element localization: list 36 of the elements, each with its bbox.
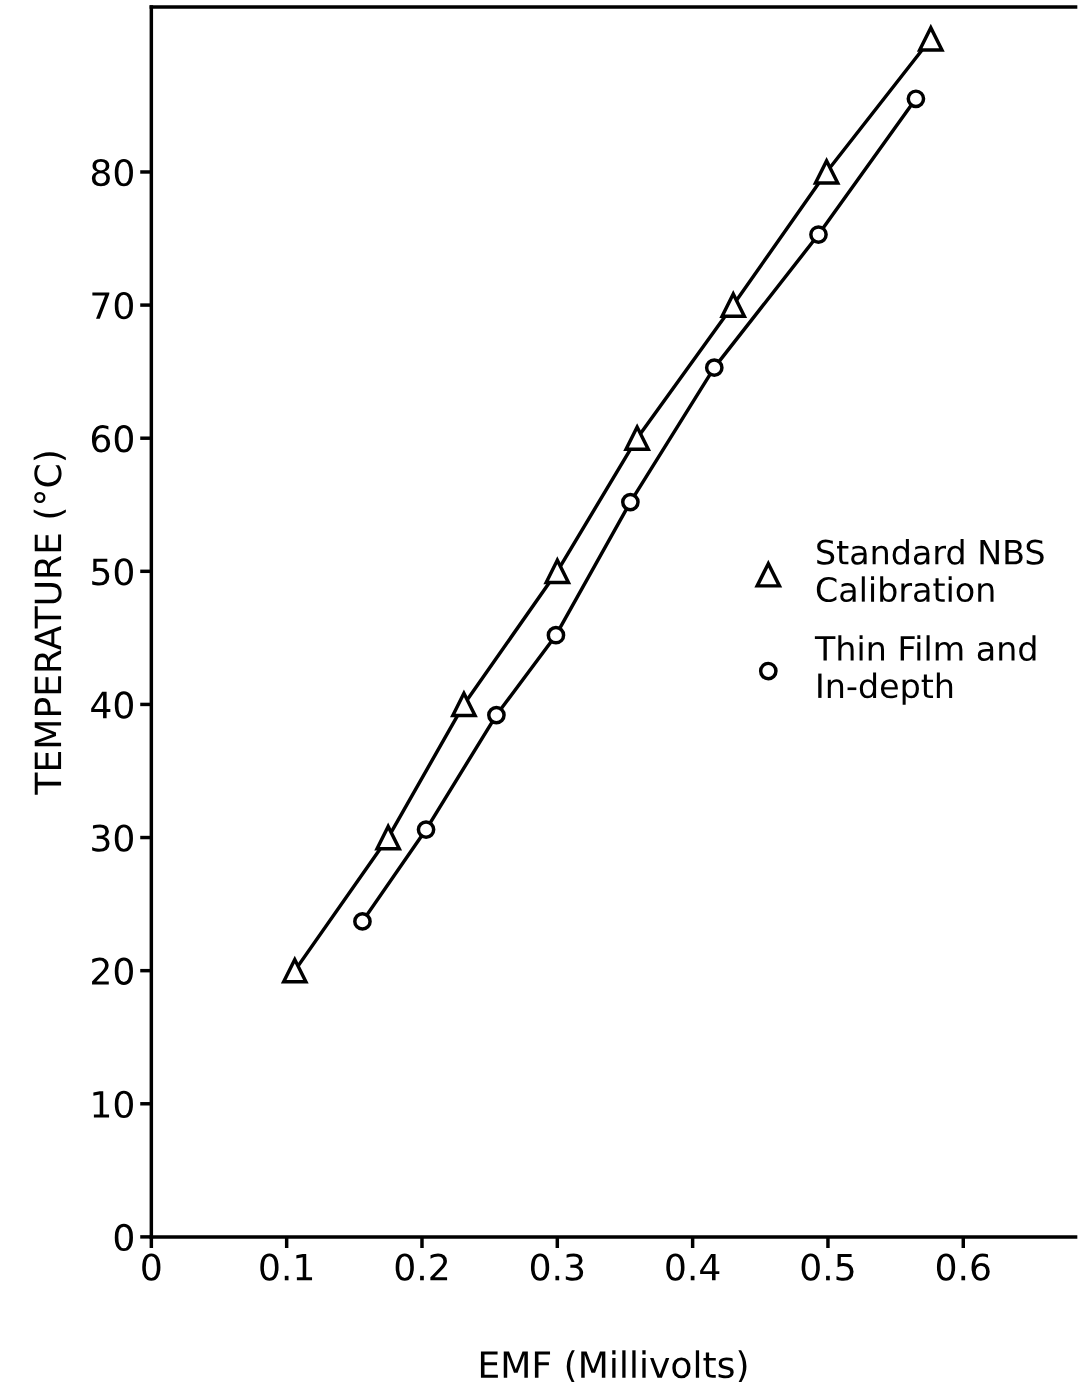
x-axis-title: EMF (Millivolts) [480, 1350, 747, 1382]
y-tick-label: 60 [91, 425, 133, 453]
point [544, 558, 571, 585]
y-tick-label: 10 [93, 1090, 133, 1119]
y-tick-label: 70 [92, 292, 133, 320]
point [353, 912, 372, 931]
y-tick-label: 50 [92, 558, 133, 586]
point [374, 822, 402, 851]
point [809, 225, 828, 244]
y-tick-label: 30 [92, 824, 133, 852]
point [621, 492, 640, 512]
point [813, 159, 840, 185]
point [917, 26, 944, 52]
x-tick-label: 0.5 [801, 1253, 854, 1281]
x-tick-label: 0.1 [260, 1253, 313, 1281]
point [450, 689, 478, 718]
x-tick-label: 0.4 [666, 1253, 720, 1281]
legend-label: Standard NBS Calibration [816, 538, 1044, 603]
point [720, 292, 747, 318]
y-tick-label: 20 [92, 957, 133, 985]
x-tick-label: 0 [142, 1253, 161, 1281]
point [704, 358, 724, 378]
point [281, 955, 309, 984]
x-tick-label: 0.3 [530, 1253, 584, 1281]
point [546, 625, 566, 645]
y-tick-label: 80 [91, 158, 133, 187]
y-tick-label: 40 [91, 691, 133, 719]
y-tick-label: 0 [114, 1223, 133, 1252]
y-axis-title: TEMPERATURE (°C) [33, 452, 66, 795]
point [624, 425, 650, 452]
legend-label: Thin Film and In-depth [814, 635, 1036, 705]
x-tick-label: 0.6 [936, 1253, 990, 1281]
point [416, 820, 436, 839]
point [906, 89, 926, 109]
point [487, 705, 506, 725]
x-tick-label: 0.2 [395, 1253, 448, 1281]
